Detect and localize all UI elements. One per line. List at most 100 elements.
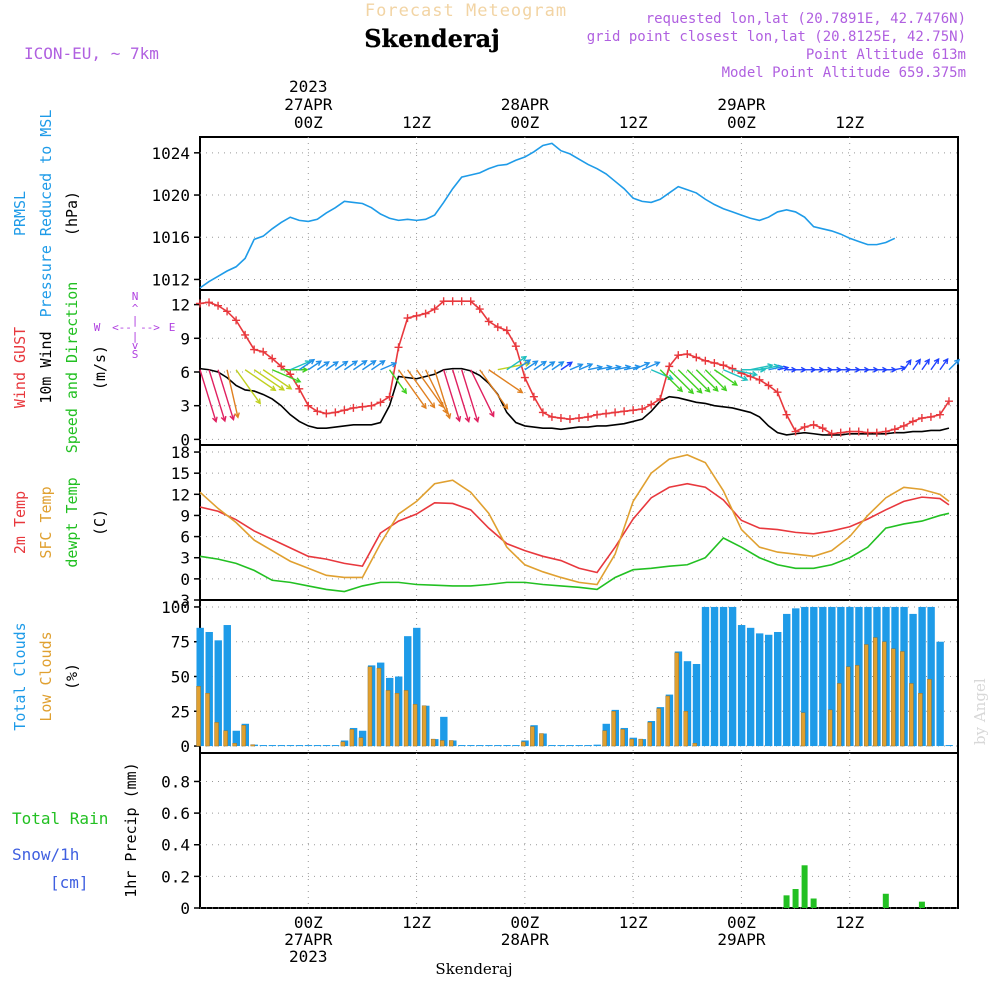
bar-total-clouds — [774, 631, 782, 747]
panel-temp: -3 0 3 6 9 12 15 18 2m Temp SFC Temp dewpt Temp (C) — [11, 443, 959, 610]
wind-arrow — [380, 362, 397, 371]
gust-marker — [412, 311, 421, 320]
gust-marker — [629, 406, 638, 415]
wind-arrow-head — [445, 413, 452, 420]
bar-total-clouds — [801, 606, 809, 747]
time-label-top: 12Z — [402, 113, 431, 132]
y-tick-label: 0 — [180, 899, 190, 918]
wind-arrow — [433, 369, 451, 419]
y-tick-label: 1016 — [151, 228, 190, 247]
bar-low-clouds — [900, 651, 905, 747]
bar-low-clouds — [340, 741, 346, 747]
y-tick-label: 6 — [180, 363, 190, 382]
wind-arrow-head — [644, 361, 651, 368]
y-tick-label: 3 — [180, 397, 190, 416]
wind-arrow-head — [429, 402, 436, 409]
bar-total-clouds — [313, 745, 322, 747]
wind-arrow-head — [942, 357, 949, 365]
bar-total-clouds — [304, 745, 313, 747]
gust-marker — [385, 392, 394, 401]
wind-arrow — [903, 359, 912, 371]
bar-total-rain — [918, 901, 925, 908]
gust-marker — [439, 297, 448, 306]
compass-arrow-n: ^ — [132, 302, 139, 315]
gust-marker — [241, 330, 250, 339]
wind-arrow — [316, 361, 330, 371]
compass-s: S — [132, 348, 139, 361]
bar-low-clouds — [241, 724, 246, 747]
axis-label: PRMSL — [11, 191, 29, 236]
wind-arrow-head — [270, 385, 277, 392]
bar-total-clouds — [755, 633, 764, 747]
bar-low-clouds — [385, 690, 391, 747]
wind-arrow — [271, 369, 301, 383]
y-tick-label: 1024 — [151, 144, 190, 163]
gust-marker — [250, 345, 259, 354]
bar-total-clouds — [467, 745, 475, 747]
wind-arrow-head — [332, 361, 339, 367]
wind-arrow — [930, 358, 940, 371]
gust-marker — [602, 409, 611, 418]
bar-low-clouds — [196, 686, 201, 747]
y-tick-label: 15 — [171, 464, 190, 483]
gust-marker — [277, 362, 286, 371]
time-label-bottom: 00Z — [510, 913, 539, 932]
wind-arrow — [451, 369, 470, 422]
wind-arrow-head — [549, 361, 556, 367]
wind-arrow-head — [532, 360, 539, 367]
bar-total-rain — [810, 898, 817, 908]
bar-low-clouds — [620, 729, 625, 747]
wind-arrow-head — [520, 355, 528, 362]
gust-marker — [376, 398, 385, 407]
wind-arrow-head — [566, 361, 574, 368]
model-altitude: Model Point Altitude 659.375m — [722, 65, 966, 81]
wind-arrow — [424, 369, 448, 414]
panel-frame — [199, 752, 959, 909]
bar-total-clouds — [214, 640, 222, 747]
wind-arrow — [659, 369, 683, 392]
gust-marker — [457, 297, 466, 306]
bar-total-clouds — [512, 745, 520, 747]
wind-arrow-head — [915, 358, 921, 365]
bar-low-clouds — [918, 692, 923, 747]
axis-label: (hPa) — [63, 191, 81, 236]
wind-arrow-head — [379, 360, 386, 366]
wind-arrow — [235, 369, 261, 404]
gust-marker — [421, 309, 430, 318]
gust-marker — [809, 420, 818, 429]
bar-total-clouds — [819, 606, 827, 747]
axis-label: (C) — [91, 509, 109, 536]
compass-bar-s: | — [132, 330, 139, 343]
wind-arrow — [641, 361, 660, 371]
wind-arrow-head — [654, 361, 661, 367]
wind-arrow — [704, 369, 727, 391]
wind-arrow — [695, 369, 719, 392]
gust-marker — [466, 297, 475, 306]
gust-marker — [214, 301, 223, 310]
bar-total-clouds — [331, 745, 340, 747]
gust-marker — [872, 428, 881, 437]
wind-arrow-head — [696, 387, 703, 394]
wind-arrow-head — [255, 398, 261, 405]
wind-arrow-head — [211, 416, 218, 424]
wind-arrow — [416, 369, 444, 408]
wind-arrow-head — [933, 357, 940, 365]
gust-marker — [593, 410, 602, 419]
bar-low-clouds — [530, 726, 535, 747]
compass-bar-n: | — [132, 314, 139, 327]
wind-arrow — [578, 363, 593, 371]
bar-total-clouds — [322, 745, 331, 747]
gust-marker — [656, 394, 665, 403]
bar-total-clouds — [223, 625, 231, 747]
bar-low-clouds — [683, 711, 689, 747]
panel-precip: 0 0.2 0.4 0.6 0.8 — [161, 752, 959, 918]
bar-low-clouds — [611, 711, 616, 747]
series-line-2m-temp — [199, 482, 950, 574]
wind-arrow-head — [421, 403, 427, 410]
bar-total-rain — [783, 895, 790, 908]
gust-marker — [556, 414, 565, 423]
wind-arrow — [533, 361, 547, 371]
wind-arrow-head — [315, 360, 323, 367]
wind-arrow — [388, 369, 407, 394]
